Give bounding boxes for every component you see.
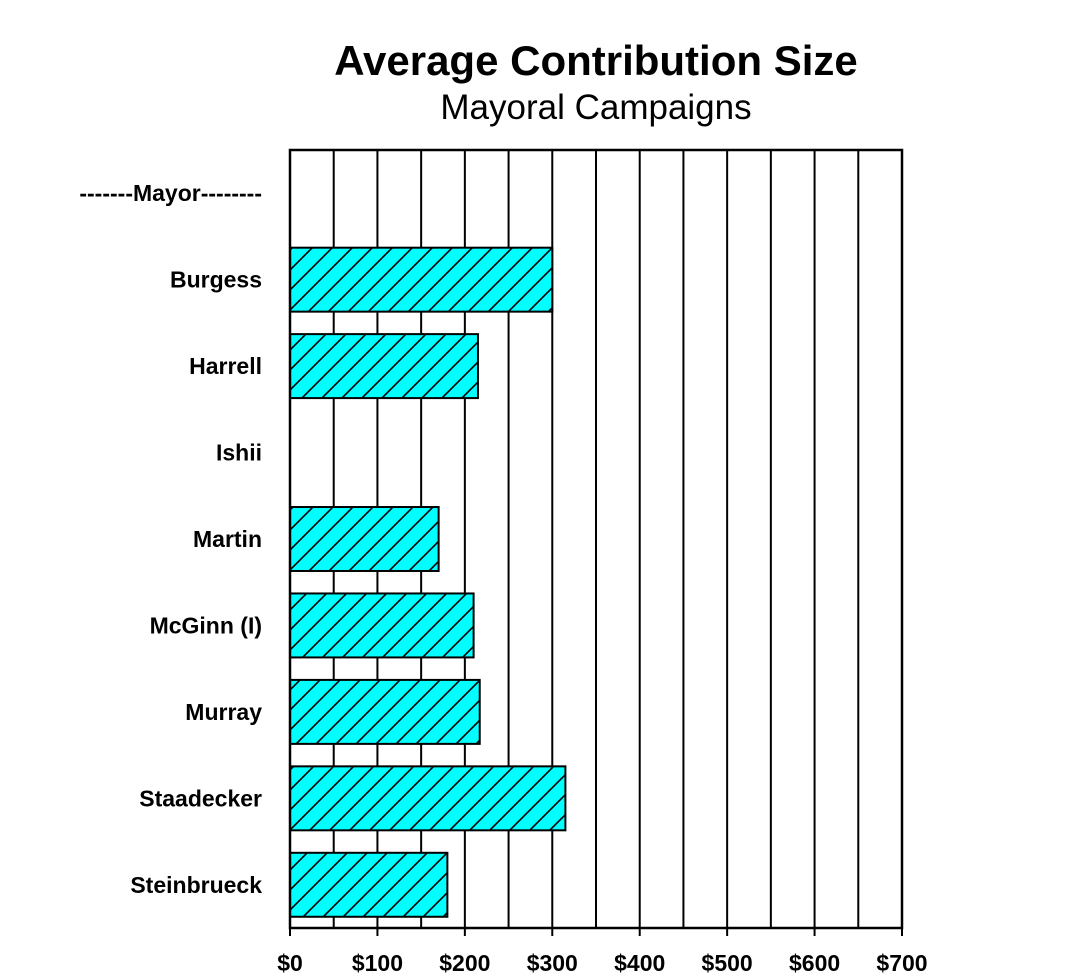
x-axis-ticks: $0 $100 $200 $300 $400 $500 $600 $700: [277, 928, 928, 974]
x-tick-label: $200: [439, 950, 490, 974]
bar: [289, 678, 481, 745]
bar: [289, 333, 479, 400]
bars: [289, 246, 567, 918]
category-label: Ishii: [216, 440, 262, 466]
x-tick-label: $400: [614, 950, 665, 974]
category-label: Staadecker: [139, 785, 262, 811]
chart-title: Average Contribution Size: [334, 37, 858, 84]
category-label: Murray: [185, 699, 262, 725]
bar: [289, 246, 554, 313]
bar: [289, 506, 440, 572]
x-tick-label: $100: [352, 950, 403, 974]
category-labels: -------Mayor-------- Burgess Harrell Ishii M…: [79, 180, 262, 898]
x-tick-label: $0: [277, 950, 303, 974]
category-label: Martin: [193, 526, 262, 552]
bar: [289, 765, 567, 832]
plot-border: [288, 148, 904, 930]
x-tick-label: $600: [789, 950, 840, 974]
category-label: McGinn (I): [150, 612, 262, 638]
bar: [289, 592, 475, 659]
category-label: Harrell: [189, 353, 262, 379]
category-label: Burgess: [170, 267, 262, 293]
x-tick-label: $700: [876, 950, 927, 974]
chart-subtitle: Mayoral Campaigns: [440, 88, 752, 127]
category-label: Steinbrueck: [130, 872, 262, 898]
x-tick-label: $500: [702, 950, 753, 974]
x-tick-label: $300: [527, 950, 578, 974]
bar: [289, 851, 449, 918]
plot-frame: [288, 148, 904, 930]
category-label: -------Mayor--------: [79, 180, 262, 206]
